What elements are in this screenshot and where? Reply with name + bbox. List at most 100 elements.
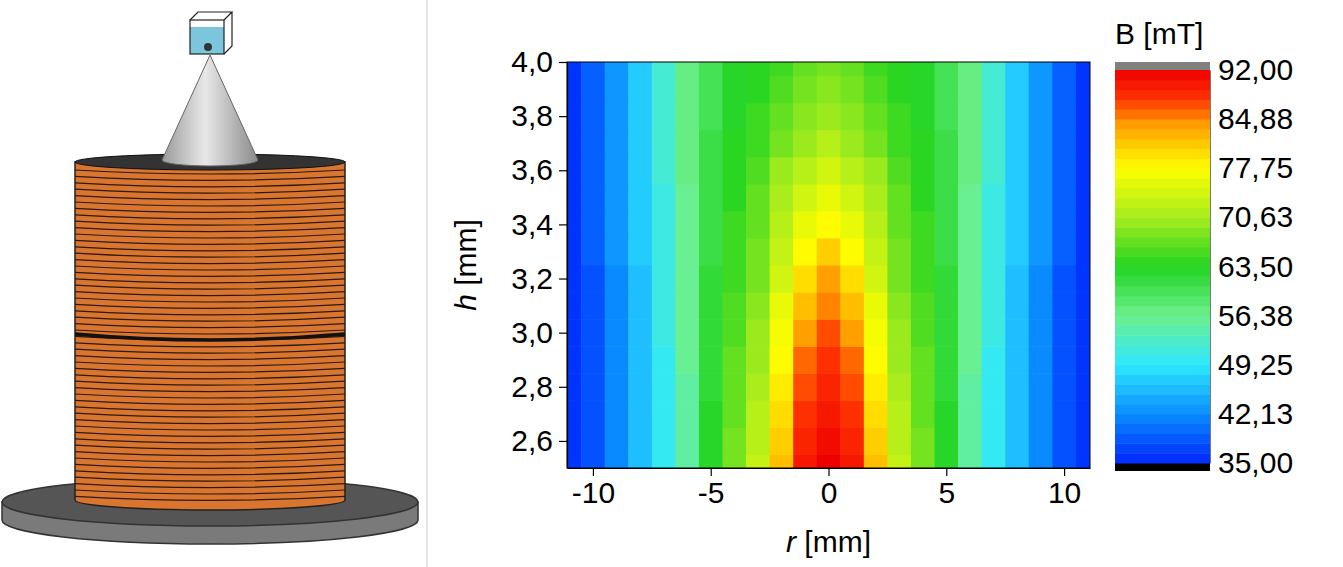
heatmap-cell xyxy=(864,319,888,347)
heatmap-cell xyxy=(567,292,582,320)
heatmap-cell xyxy=(1005,76,1029,104)
heatmap-cell xyxy=(605,130,629,158)
heatmap-cell xyxy=(982,130,1006,158)
heatmap-cell xyxy=(770,454,794,468)
heatmap-cell xyxy=(1076,400,1090,428)
heatmap-cell xyxy=(746,319,770,347)
heatmap-cell xyxy=(1029,62,1053,76)
heatmap-cell xyxy=(652,62,676,76)
heatmap-cell xyxy=(935,319,959,347)
heatmap-cell xyxy=(1076,292,1090,320)
coil-winding xyxy=(75,202,345,206)
coil-winding xyxy=(75,426,345,430)
heatmap-cell xyxy=(793,76,817,104)
heatmap-cell xyxy=(605,427,629,455)
heatmap-cell xyxy=(699,400,723,428)
heatmap-cell xyxy=(605,373,629,401)
tick-label: 49,25 xyxy=(1218,348,1293,381)
tick-label: 70,63 xyxy=(1218,200,1293,233)
heatmap-cell xyxy=(911,157,935,185)
coil-winding xyxy=(75,394,345,398)
coil-winding xyxy=(75,400,345,404)
tick-label: 35,00 xyxy=(1218,446,1293,479)
heatmap-cell xyxy=(840,319,864,347)
tick: 0 xyxy=(821,468,838,509)
heatmap-cell xyxy=(793,373,817,401)
heatmap-cell xyxy=(817,373,841,401)
coil-winding xyxy=(75,407,345,411)
heatmap-cell xyxy=(840,265,864,293)
heatmap-cell xyxy=(567,62,582,76)
heatmap-cell xyxy=(770,292,794,320)
heatmap-cell xyxy=(675,103,699,131)
coil-winding xyxy=(75,368,345,372)
heatmap-cell xyxy=(722,346,746,374)
heatmap-cell xyxy=(1052,76,1076,104)
heatmap-cell xyxy=(887,211,911,239)
heatmap-cell xyxy=(652,319,676,347)
heatmap-cell xyxy=(770,211,794,239)
tick-mark xyxy=(559,278,567,279)
heatmap-cell xyxy=(911,373,935,401)
heatmap-cell xyxy=(864,76,888,104)
heatmap-cell xyxy=(628,400,652,428)
heatmap-cell xyxy=(722,373,746,401)
heatmap-cell xyxy=(840,130,864,158)
heatmap-cell xyxy=(1029,211,1053,239)
heatmap-cell xyxy=(864,211,888,239)
heatmap-cell xyxy=(793,346,817,374)
heatmap-cell xyxy=(958,76,982,104)
figure: -10-505102,62,83,03,23,43,63,84,0r [mm]h… xyxy=(0,0,1343,567)
coil-winding xyxy=(75,381,345,385)
coil-winding xyxy=(75,176,345,180)
heatmap-cell xyxy=(1052,346,1076,374)
heatmap-cell xyxy=(911,76,935,104)
heatmap-cell xyxy=(628,76,652,104)
sample-dot xyxy=(204,43,212,51)
heatmap-cell xyxy=(864,184,888,212)
heatmap-cell xyxy=(746,265,770,293)
heatmap-cell xyxy=(628,427,652,455)
heatmap-cell xyxy=(911,62,935,76)
heatmap-cell xyxy=(675,400,699,428)
tick-label: -5 xyxy=(698,476,725,509)
tick-mark xyxy=(559,441,567,442)
tick-label: 92,00 xyxy=(1218,53,1293,86)
heatmap-cell xyxy=(887,373,911,401)
tick-label: 84,88 xyxy=(1218,102,1293,135)
heatmap-cell xyxy=(746,400,770,428)
coil-winding xyxy=(75,285,345,289)
heatmap-cell xyxy=(887,103,911,131)
heatmap-cell xyxy=(652,292,676,320)
heatmap-cell xyxy=(958,319,982,347)
heatmap-cell xyxy=(770,400,794,428)
tick-label: 42,13 xyxy=(1218,397,1293,430)
heatmap-cell xyxy=(699,157,723,185)
heatmap-cell xyxy=(935,346,959,374)
heatmap-cell xyxy=(1005,211,1029,239)
heatmap-cell xyxy=(675,76,699,104)
heatmap-cell xyxy=(652,103,676,131)
heatmap-cell xyxy=(887,62,911,76)
heatmap-cell xyxy=(982,319,1006,347)
heatmap-cell xyxy=(605,184,629,212)
tick: 3,2 xyxy=(511,262,567,295)
heatmap-cell xyxy=(793,184,817,212)
heatmap-cell xyxy=(793,265,817,293)
heatmap-cell xyxy=(793,238,817,266)
heatmap-cell xyxy=(817,265,841,293)
heatmap-cell xyxy=(1029,292,1053,320)
heatmap-cell xyxy=(911,130,935,158)
tick-label: 5 xyxy=(938,476,955,509)
heatmap-cell xyxy=(935,238,959,266)
heatmap-cell xyxy=(746,238,770,266)
heatmap-cell xyxy=(840,346,864,374)
heatmap-cell xyxy=(581,211,605,239)
heatmap-cell xyxy=(1052,400,1076,428)
heatmap-cell xyxy=(935,76,959,104)
cuvette-front xyxy=(190,20,224,54)
heatmap-cell xyxy=(1052,157,1076,185)
heatmap-cell xyxy=(628,211,652,239)
heatmap-cell xyxy=(652,400,676,428)
tick: -5 xyxy=(698,468,725,509)
